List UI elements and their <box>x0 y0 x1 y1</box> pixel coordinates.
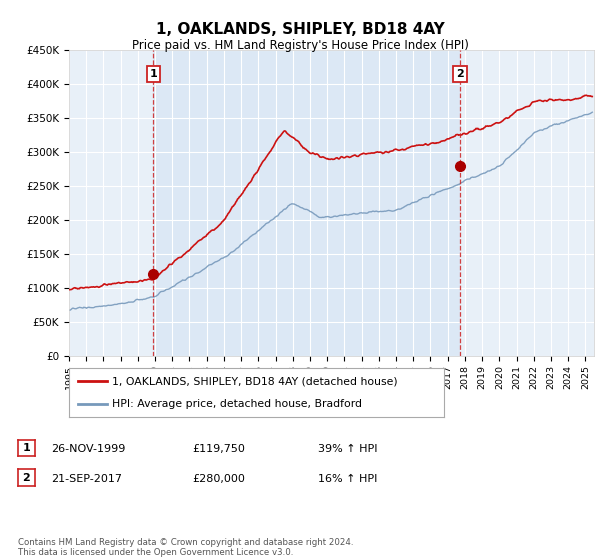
Bar <box>154 50 460 356</box>
Text: 39% ↑ HPI: 39% ↑ HPI <box>318 444 377 454</box>
Text: 21-SEP-2017: 21-SEP-2017 <box>51 474 122 484</box>
Text: HPI: Average price, detached house, Bradford: HPI: Average price, detached house, Brad… <box>112 399 362 409</box>
Text: £280,000: £280,000 <box>192 474 245 484</box>
Text: Contains HM Land Registry data © Crown copyright and database right 2024.
This d: Contains HM Land Registry data © Crown c… <box>18 538 353 557</box>
Text: 26-NOV-1999: 26-NOV-1999 <box>51 444 125 454</box>
Text: Price paid vs. HM Land Registry's House Price Index (HPI): Price paid vs. HM Land Registry's House … <box>131 39 469 52</box>
Text: 16% ↑ HPI: 16% ↑ HPI <box>318 474 377 484</box>
Text: 2: 2 <box>456 69 464 79</box>
Text: £119,750: £119,750 <box>192 444 245 454</box>
Text: 1: 1 <box>23 443 30 453</box>
Text: 1, OAKLANDS, SHIPLEY, BD18 4AY: 1, OAKLANDS, SHIPLEY, BD18 4AY <box>155 22 445 38</box>
Text: 2: 2 <box>23 473 30 483</box>
Text: 1, OAKLANDS, SHIPLEY, BD18 4AY (detached house): 1, OAKLANDS, SHIPLEY, BD18 4AY (detached… <box>112 376 398 386</box>
Text: 1: 1 <box>149 69 157 79</box>
